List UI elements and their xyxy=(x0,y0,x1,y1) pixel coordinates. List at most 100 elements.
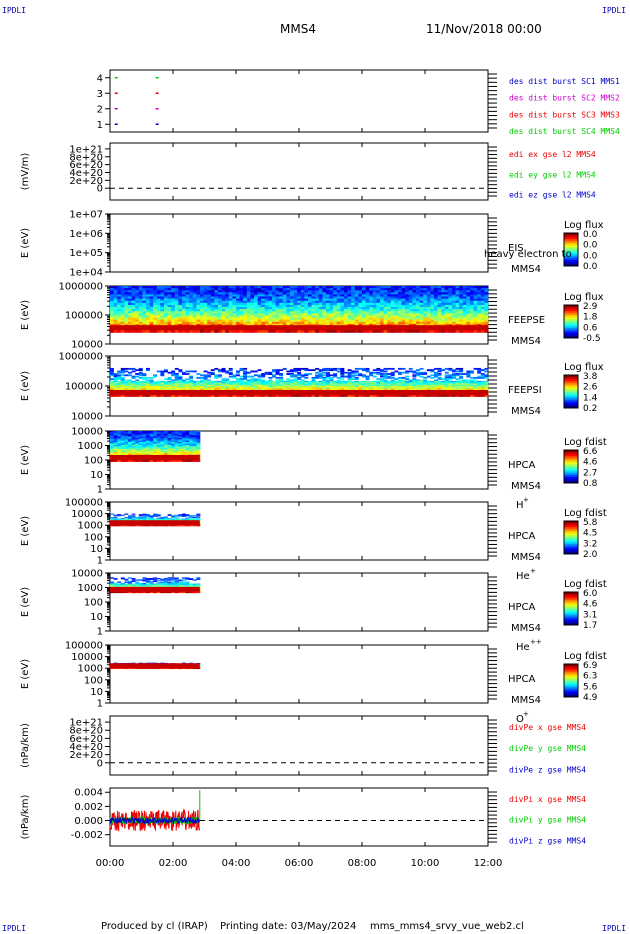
spectrogram-cell xyxy=(131,319,136,323)
y-tick-label: 1000000 xyxy=(58,352,103,363)
spectrogram-cell xyxy=(228,317,233,321)
spectrogram-cell xyxy=(401,296,406,300)
spectrogram-cell xyxy=(131,440,136,443)
spectrogram-cell xyxy=(236,290,240,293)
spectrogram-cell xyxy=(185,453,190,456)
spectrogram-cell xyxy=(110,453,114,456)
spectrogram-cell xyxy=(365,296,370,300)
spectrogram-cell xyxy=(333,309,338,312)
colorbar-title: Log flux xyxy=(564,362,604,373)
spectrogram-cell xyxy=(232,321,237,325)
spectrogram-cell xyxy=(225,315,230,319)
spectrogram-cell xyxy=(164,294,168,298)
spectrogram-cell xyxy=(156,432,161,435)
spectrogram-cell xyxy=(128,317,132,321)
spectrogram-cell xyxy=(138,432,143,435)
spectrogram-cell xyxy=(315,371,320,374)
spectrogram-cell xyxy=(344,380,348,383)
spectrogram-cell xyxy=(178,386,183,388)
spectrogram-cell xyxy=(452,374,456,377)
spectrogram-cell xyxy=(300,375,305,378)
spectrogram-cell xyxy=(390,323,395,327)
spectrogram-cell xyxy=(261,304,266,308)
spectrogram-cell xyxy=(365,384,370,387)
spectrogram-cell xyxy=(369,383,374,386)
spectrogram-cell xyxy=(455,302,460,306)
spectrogram-cell xyxy=(261,294,266,298)
spectrogram-cell xyxy=(354,323,359,327)
spectrogram-cell xyxy=(358,313,363,316)
spectrogram-cell xyxy=(430,315,435,319)
spectrogram-cell xyxy=(441,321,446,325)
spectrogram-cell xyxy=(322,380,327,383)
spectrogram-cell xyxy=(444,387,449,390)
spectrogram-cell xyxy=(156,307,161,310)
spectrogram-cell xyxy=(423,387,428,390)
spectrogram-cell xyxy=(398,298,402,302)
spectrogram-cell xyxy=(221,311,226,314)
spectrogram-cell xyxy=(275,304,280,308)
spectrogram-cell xyxy=(160,436,165,439)
spectrogram-cell xyxy=(221,319,226,323)
spectrogram-cell xyxy=(138,292,143,295)
spectrogram-cell xyxy=(174,309,179,312)
spectrogram-cell xyxy=(437,292,442,295)
spectrogram-cell xyxy=(174,383,179,386)
spectrogram-cell xyxy=(362,292,366,295)
spectrogram-cell xyxy=(142,307,147,310)
spectrogram-cell xyxy=(437,388,442,391)
y-tick-label: 2 xyxy=(97,104,103,115)
spectrogram-cell xyxy=(174,288,179,291)
spectrogram-cell xyxy=(138,302,143,306)
spectrogram-cell xyxy=(171,286,176,289)
spectrogram-cell xyxy=(412,286,417,289)
spectrogram-cell xyxy=(138,383,143,386)
spectrogram-cell xyxy=(459,321,464,325)
spectrogram-cell xyxy=(322,288,327,291)
spectrogram-cell xyxy=(164,446,168,449)
spectrogram-cell xyxy=(347,380,352,383)
spectrogram-cell xyxy=(387,386,392,388)
spectrogram-cell xyxy=(354,292,359,295)
spectrogram-cell xyxy=(398,379,402,382)
spectrogram-cell xyxy=(401,307,406,310)
spectrogram-cell xyxy=(210,304,215,308)
spectrogram-cell xyxy=(135,380,140,383)
spectrogram-cell xyxy=(232,382,237,384)
spectrogram-cell xyxy=(131,435,136,438)
spectrogram-cell xyxy=(149,298,154,302)
spectrogram-cell xyxy=(376,298,381,302)
spectrogram-cell xyxy=(232,375,237,378)
spectrogram-cell xyxy=(171,431,176,433)
spectrogram-cell xyxy=(228,300,233,304)
spectrogram-cell xyxy=(315,388,320,391)
spectrogram-cell xyxy=(354,370,359,373)
spectrogram-cell xyxy=(455,330,460,333)
spectrogram-cell xyxy=(200,384,204,387)
spectrogram-cell xyxy=(412,384,417,387)
spectrogram-cell xyxy=(236,386,240,388)
spectrogram-cell xyxy=(232,384,237,387)
spectrogram-cell xyxy=(250,311,255,314)
spectrogram-cell xyxy=(185,286,190,289)
spectrogram-cell xyxy=(426,294,431,298)
colorbar-title: Log flux xyxy=(564,220,604,231)
colorbar-cell xyxy=(564,249,578,252)
spectrogram-cell xyxy=(192,311,197,314)
spectrogram-cell xyxy=(182,307,186,310)
spectrogram-cell xyxy=(124,315,129,319)
spectrogram-cell xyxy=(146,292,150,295)
spectrogram-cell xyxy=(347,311,352,314)
spectrogram-cell xyxy=(315,387,320,390)
spectrogram-cell xyxy=(164,370,168,373)
spectrogram-cell xyxy=(344,313,348,316)
spectrogram-cell xyxy=(110,439,114,442)
spectrogram-cell xyxy=(178,460,183,462)
spectrogram-cell xyxy=(297,302,302,306)
spectrogram-cell xyxy=(110,433,114,436)
spectrogram-cell xyxy=(462,307,467,310)
spectrogram-cell xyxy=(282,317,287,321)
spectrogram-cell xyxy=(423,309,428,312)
spectrogram-cell xyxy=(390,386,395,388)
